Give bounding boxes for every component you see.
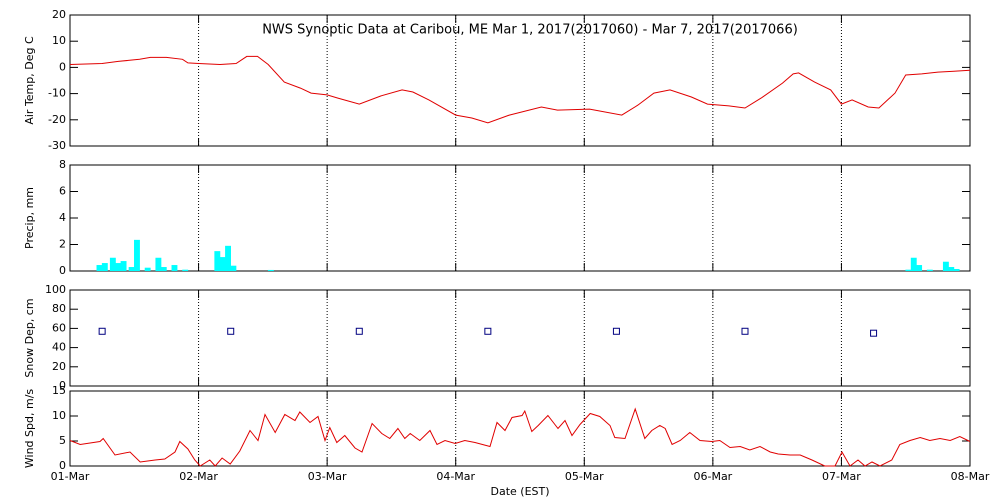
- point: [98, 327, 106, 335]
- bar: [144, 267, 151, 271]
- x-tick-label: 06-Mar: [693, 470, 732, 483]
- bar: [109, 257, 116, 271]
- point: [355, 327, 363, 335]
- y-tick-label: 60: [52, 321, 66, 334]
- point: [484, 327, 492, 335]
- bar: [219, 257, 226, 271]
- y-tick-label: 100: [45, 283, 66, 296]
- bar: [96, 265, 103, 271]
- x-tick-label: 03-Mar: [308, 470, 347, 483]
- x-axis-label: Date (EST): [490, 485, 549, 498]
- bar: [948, 267, 955, 271]
- y-axis-label: Snow Dep, cm: [23, 298, 36, 377]
- y-tick-label: 0: [59, 379, 66, 392]
- y-tick-label: 10: [52, 34, 66, 47]
- plot-frame: [69, 164, 971, 272]
- y-axis-label: Precip, mm: [23, 187, 36, 249]
- bar: [230, 265, 237, 271]
- bar: [155, 257, 162, 271]
- plot-frame: [69, 390, 971, 467]
- plot-frame: [69, 289, 971, 387]
- bar: [160, 267, 167, 271]
- bar: [916, 265, 923, 271]
- bar: [267, 269, 274, 271]
- y-tick-label: -20: [48, 113, 66, 126]
- plot-frame: [69, 14, 971, 147]
- bar: [225, 245, 231, 271]
- bar: [942, 261, 949, 271]
- y-tick-label: 0: [59, 264, 66, 277]
- y-tick-label: 15: [52, 384, 66, 397]
- bar: [134, 239, 140, 271]
- point: [741, 327, 749, 335]
- bar: [120, 261, 127, 271]
- bar: [910, 257, 917, 271]
- bar: [926, 269, 933, 271]
- y-tick-label: 20: [52, 8, 66, 21]
- bar: [128, 267, 135, 271]
- y-tick-label: 6: [59, 185, 66, 198]
- y-tick-label: 20: [52, 360, 66, 373]
- y-tick-label: 8: [59, 158, 66, 171]
- x-tick-label: 07-Mar: [822, 470, 861, 483]
- bar: [953, 269, 960, 271]
- x-tick-label: 05-Mar: [565, 470, 604, 483]
- y-tick-label: 5: [59, 434, 66, 447]
- bar: [214, 251, 221, 271]
- y-tick-label: -10: [48, 87, 66, 100]
- y-tick-label: 2: [59, 238, 66, 251]
- x-tick-label: 02-Mar: [179, 470, 218, 483]
- y-tick-label: 0: [59, 459, 66, 472]
- x-tick-label: 01-Mar: [51, 470, 90, 483]
- point: [870, 329, 878, 337]
- bar: [115, 263, 122, 271]
- bar: [101, 263, 108, 271]
- x-tick-label: 08-Mar: [951, 470, 990, 483]
- bar: [182, 269, 189, 271]
- point: [227, 327, 235, 335]
- data-line: [69, 55, 971, 124]
- y-tick-label: 0: [59, 60, 66, 73]
- bar: [905, 269, 912, 271]
- data-line: [69, 407, 971, 467]
- x-tick-label: 04-Mar: [436, 470, 475, 483]
- y-axis-label: Air Temp, Deg C: [23, 36, 36, 125]
- y-axis-label: Wind Spd, m/s: [23, 389, 36, 469]
- y-tick-label: 10: [52, 409, 66, 422]
- y-tick-label: -30: [48, 139, 66, 152]
- y-tick-label: 4: [59, 211, 66, 224]
- y-tick-label: 80: [52, 302, 66, 315]
- chart-title: NWS Synoptic Data at Caribou, ME Mar 1, …: [262, 23, 798, 38]
- y-tick-label: 40: [52, 341, 66, 354]
- bar: [171, 265, 178, 271]
- point: [612, 327, 620, 335]
